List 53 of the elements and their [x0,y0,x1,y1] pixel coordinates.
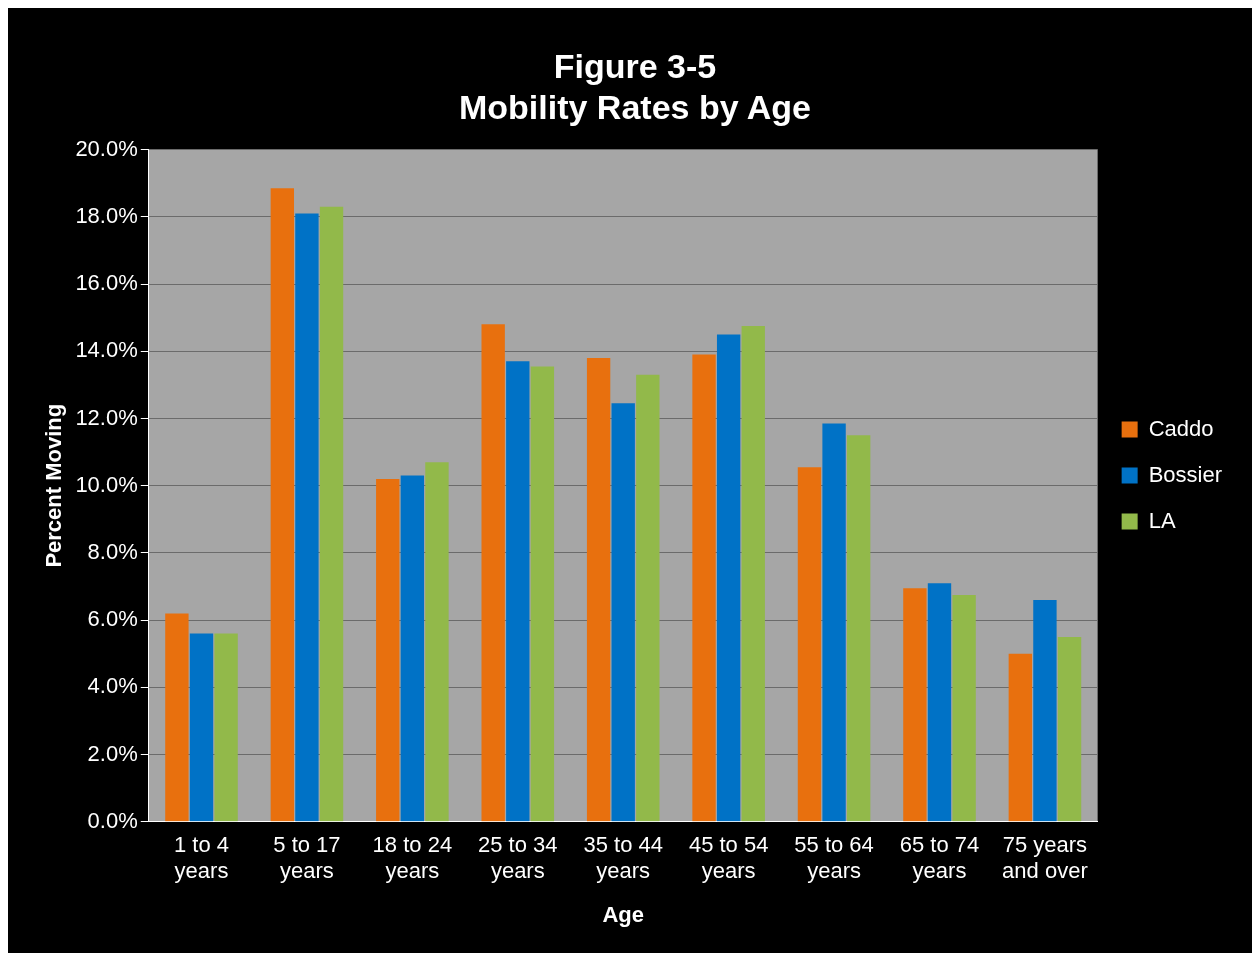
legend-label: LA [1148,507,1176,533]
bar [214,633,238,822]
bar [1033,599,1057,822]
bar [952,594,976,822]
y-tick-label: 10.0% [75,471,138,497]
chart-title: Figure 3-5 Mobility Rates by Age [458,46,812,126]
x-tick-label: 45 to 54 years [688,832,769,884]
x-tick-label: 18 to 24 years [372,832,453,884]
bar [1057,636,1082,822]
y-axis-title: Percent Moving [41,403,67,568]
bar [741,326,765,822]
bar [506,361,530,822]
bar [376,478,400,822]
bar [611,403,635,822]
bar [400,475,425,822]
bar [927,583,952,822]
y-tick-label: 12.0% [75,404,138,430]
bar [636,374,660,822]
y-tick-label: 6.0% [87,606,138,632]
x-tick-label: 35 to 44 years [583,832,663,884]
bar [586,357,611,822]
bar [481,324,505,822]
y-tick-label: 8.0% [87,538,138,564]
y-tick-label: 2.0% [87,740,138,766]
bar [692,354,716,822]
legend-label: Bossier [1148,461,1222,487]
bar [530,366,555,822]
x-tick-label: 25 to 34 years [478,832,558,884]
y-tick-label: 20.0% [75,135,138,161]
y-tick-label: 14.0% [75,337,138,363]
bar [270,188,295,822]
bar [716,334,741,822]
bar [822,423,846,822]
bar [319,206,344,822]
x-tick-label: 5 to 17 years [273,832,341,884]
x-tick-label: 1 to 4 years [173,832,230,884]
y-tick-label: 16.0% [75,270,138,296]
y-tick-label: 4.0% [87,673,138,699]
y-tick-label: 18.0% [75,202,138,228]
bar [189,633,214,822]
x-tick-label: 55 to 64 years [794,832,874,884]
bar [425,462,449,822]
legend-label: Caddo [1148,415,1214,441]
bar [165,613,189,822]
bar [797,467,822,822]
x-axis-title: Age [602,901,644,927]
x-tick-label: 65 to 74 years [899,832,980,884]
bar [1008,653,1033,822]
bar [295,213,319,822]
bar [846,435,871,822]
x-tick-label: 75 years and over [1002,832,1088,884]
bar [903,588,927,822]
y-tick-label: 0.0% [87,807,138,833]
